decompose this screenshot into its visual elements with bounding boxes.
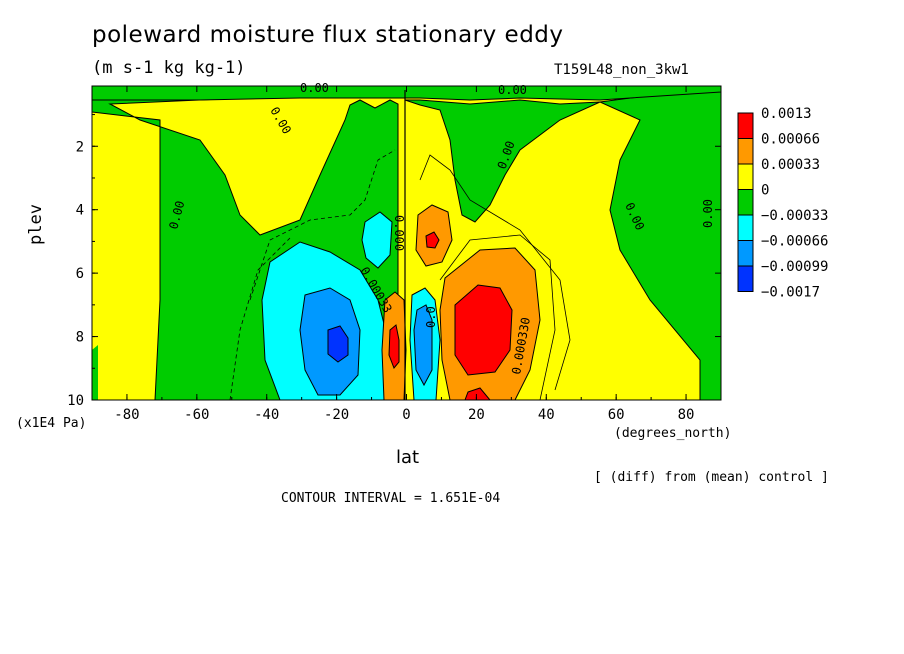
contour-positive-thin-2 — [439, 234, 556, 400]
run-label: T159L48_non_3kw1 — [554, 62, 689, 78]
contour-label: 0.00 — [701, 199, 715, 228]
contour-negative-dashed — [249, 149, 396, 301]
y-tick-label: 6 — [76, 266, 84, 282]
field-negative-weak-top — [92, 86, 721, 101]
x-axis-units: (degrees_north) — [614, 426, 732, 441]
contour-negative-dashed-2 — [229, 237, 291, 400]
x-tick-label: 20 — [468, 407, 485, 423]
y-tick-label: 8 — [76, 330, 84, 346]
field-positive-max-bottom — [464, 387, 491, 400]
field-positive-max-eq — [388, 324, 400, 369]
y-tick-label: 2 — [76, 139, 84, 155]
x-axis-label: lat — [396, 447, 420, 468]
colorbar-swatch — [737, 265, 754, 292]
contour-label: 0.00 — [498, 83, 527, 97]
x-tick-label: -40 — [254, 407, 279, 423]
x-tick-label: 60 — [608, 407, 625, 423]
y-tick-label: 10 — [67, 393, 84, 409]
field-negative-weak-nh — [404, 99, 601, 223]
contour-label: 0.0 — [424, 306, 438, 328]
field-negative-mid-upper — [361, 211, 393, 269]
colorbar-swatch — [737, 163, 754, 190]
field-negative-weak-nh-east — [598, 86, 721, 400]
field-negative-strong-eq — [413, 304, 433, 387]
contour-interval: CONTOUR INTERVAL = 1.651E-04 — [281, 491, 501, 506]
contour-label: 0.00 — [300, 81, 329, 95]
y-axis-units: (x1E4 Pa) — [16, 416, 87, 431]
x-tick-label: 80 — [678, 407, 695, 423]
x-tick-label: -80 — [114, 407, 139, 423]
field-negative-max-sh — [327, 325, 349, 363]
y-tick-label: 4 — [76, 203, 84, 219]
plot-area — [92, 86, 721, 400]
field-positive-max-upper — [425, 231, 440, 249]
x-tick-label: -20 — [324, 407, 349, 423]
colorbar-label: 0.00066 — [761, 132, 820, 148]
contour-label: 0.000 — [392, 215, 406, 251]
colorbar-label: −0.00033 — [761, 208, 828, 224]
colorbar-label: 0 — [761, 183, 769, 199]
colorbar-label: −0.00066 — [761, 234, 828, 250]
field-negative-weak-west-edge — [92, 345, 98, 400]
colorbar-swatch — [737, 214, 754, 241]
colorbar-label: −0.00099 — [761, 259, 828, 275]
x-tick-label: -60 — [184, 407, 209, 423]
colorbar-swatch — [737, 240, 754, 267]
colorbar-label: 0.00033 — [761, 157, 820, 173]
x-tick-label: 0 — [402, 407, 410, 423]
colorbar-swatch — [737, 138, 754, 165]
diff-note: [ (diff) from (mean) control ] — [594, 470, 829, 485]
y-axis: 2 4 6 8 10 — [67, 114, 721, 409]
x-tick-label: 40 — [538, 407, 555, 423]
colorbar: 0.0013 0.00066 0.00033 0 −0.00033 −0.00066 −0.… — [737, 106, 828, 301]
chart-title: poleward moisture flux stationary eddy — [92, 22, 564, 48]
colorbar-label: −0.0017 — [761, 285, 820, 301]
colorbar-swatch — [737, 112, 754, 139]
contour-positive-thin — [419, 154, 571, 391]
colorbar-swatch — [737, 189, 754, 216]
colorbar-label: 0.0013 — [761, 106, 812, 122]
x-axis: -80 -60 -40 -20 0 20 40 60 80 — [91, 86, 722, 423]
field-positive-max-nh — [454, 284, 513, 376]
chart-units: (m s-1 kg kg-1) — [92, 58, 246, 78]
